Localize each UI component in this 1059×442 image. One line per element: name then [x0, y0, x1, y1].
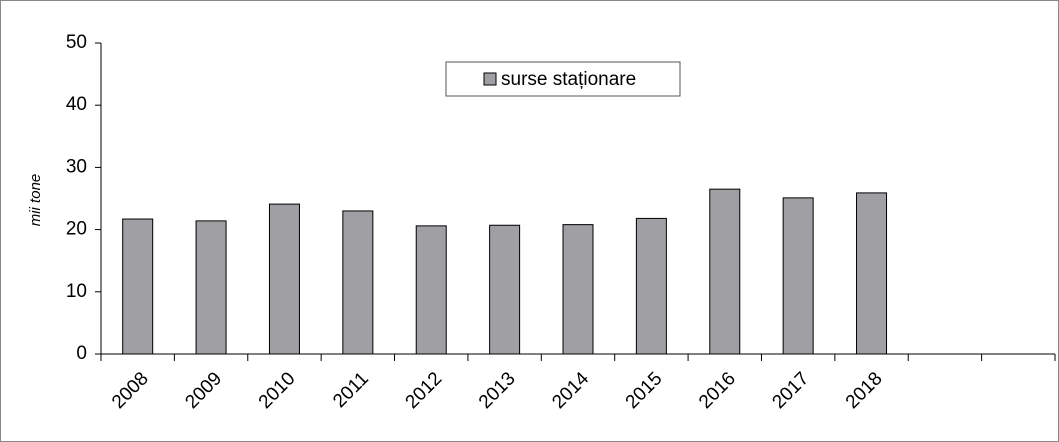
bar: [782, 197, 814, 355]
bar: [342, 210, 374, 355]
bar: [709, 188, 741, 355]
bar: [268, 203, 300, 355]
y-tick-label: 50: [66, 32, 87, 53]
bar: [562, 224, 594, 355]
bar: [856, 192, 888, 355]
legend-swatch: [483, 72, 497, 86]
y-tick-label: 30: [66, 156, 87, 177]
y-tick-label: 40: [66, 94, 87, 115]
bar: [122, 218, 154, 355]
legend-label: surse staționare: [501, 69, 636, 90]
y-tick-label: 0: [76, 343, 87, 364]
y-axis-label: mii tone: [27, 174, 44, 227]
y-tick-label: 10: [66, 281, 87, 302]
bar: [195, 220, 227, 355]
y-tick-label: 20: [66, 219, 87, 240]
bar: [635, 217, 667, 355]
bar: [489, 224, 521, 355]
bar: [415, 225, 447, 355]
